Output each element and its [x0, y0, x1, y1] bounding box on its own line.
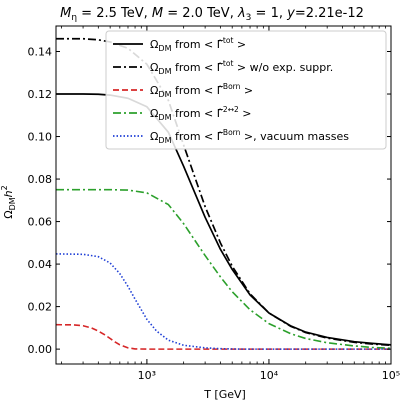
legend-label-5: ΩDM from < Γ̂Born >, vacuum masses — [150, 128, 349, 145]
legend-label-1: ΩDM from < Γ̂tot > — [150, 36, 246, 53]
legend-label-4: ΩDM from < Γ̂2↔2 > — [150, 105, 251, 122]
legend-box — [105, 30, 387, 150]
y-tick-label-2: 0.02 — [28, 301, 53, 314]
y-tick-label-3: 0.04 — [28, 258, 53, 271]
legend-label-3: ΩDM from < Γ̂Born > — [150, 82, 253, 99]
legend: ΩDM from < Γ̂tot > ΩDM from < Γ̂tot > w/o… — [105, 30, 387, 150]
chart-title: Mη = 2.5 TeV, M = 2.0 TeV, λ3 = 1, y=2.2… — [60, 6, 364, 23]
y-tick-label-7: 0.12 — [28, 88, 53, 101]
y-axis-label: ΩDMh2 — [0, 185, 17, 219]
x-tick-label-2: 10⁴ — [260, 369, 279, 382]
y-tick-label-1: 0.00 — [28, 343, 53, 356]
y-tick-label-5: 0.08 — [28, 173, 53, 186]
x-tick-label-1: 10³ — [138, 369, 156, 382]
y-tick-label-4: 0.06 — [28, 216, 53, 229]
series-line-3 — [56, 323, 391, 350]
plot-frame — [55, 25, 392, 365]
legend-label-2: ΩDM from < Γ̂tot > w/o exp. suppr. — [150, 59, 333, 76]
x-tick-label-3: 10⁵ — [382, 369, 400, 382]
y-tick-label-8: 0.14 — [28, 46, 53, 59]
series-line-4 — [56, 188, 391, 350]
x-axis-label: T [GeV] — [203, 388, 246, 401]
y-tick-label-6: 0.10 — [28, 131, 53, 144]
ticks-layer: 0.00 0.02 0.04 0.06 0.08 0.10 0.12 0.14 10³ 10⁴ 10… — [28, 26, 400, 382]
series-line-5 — [56, 253, 391, 350]
